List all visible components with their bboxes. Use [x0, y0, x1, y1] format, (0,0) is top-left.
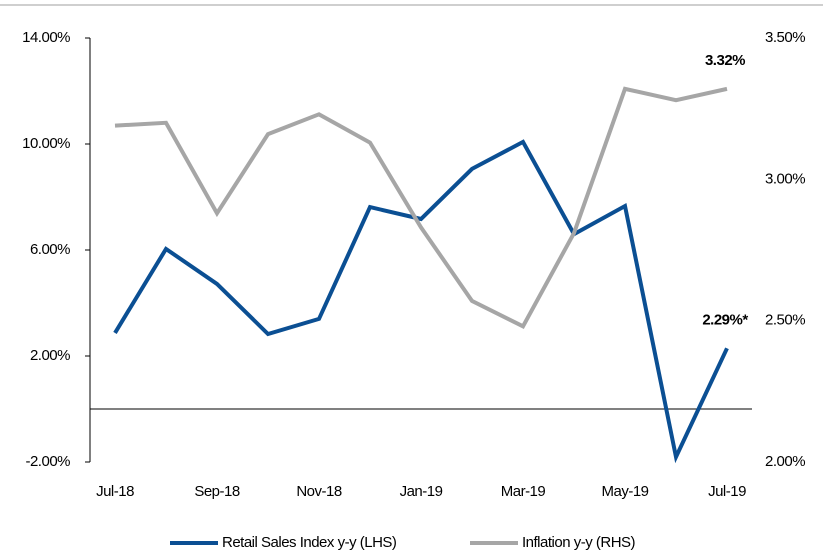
value-label: 2.29%* [702, 311, 748, 328]
y2-tick-label: 2.00% [765, 453, 805, 470]
x-tick-label: Jan-19 [400, 483, 443, 500]
legend-label: Inflation y-y (RHS) [522, 534, 636, 551]
y-tick-label: -2.00% [25, 453, 70, 470]
series-line [113, 139, 729, 464]
y2-tick-label: 3.00% [765, 170, 805, 187]
x-tick-label: Jul-19 [708, 483, 746, 500]
y-tick-label: 14.00% [22, 29, 70, 46]
x-tick-label: May-19 [601, 483, 648, 500]
y-tick-label: 10.00% [22, 135, 70, 152]
y-tick-label: 2.00% [30, 347, 70, 364]
x-tick-label: Mar-19 [501, 483, 546, 500]
x-tick-label: Nov-18 [296, 483, 342, 500]
value-label: 3.32% [705, 52, 745, 69]
series-line [114, 86, 728, 329]
legend-label: Retail Sales Index y-y (LHS) [222, 534, 397, 551]
y2-tick-label: 3.50% [765, 29, 805, 46]
y-tick-label: 6.00% [30, 241, 70, 258]
x-tick-label: Sep-18 [194, 483, 240, 500]
x-tick-label: Jul-18 [96, 483, 134, 500]
y2-tick-label: 2.50% [765, 312, 805, 329]
